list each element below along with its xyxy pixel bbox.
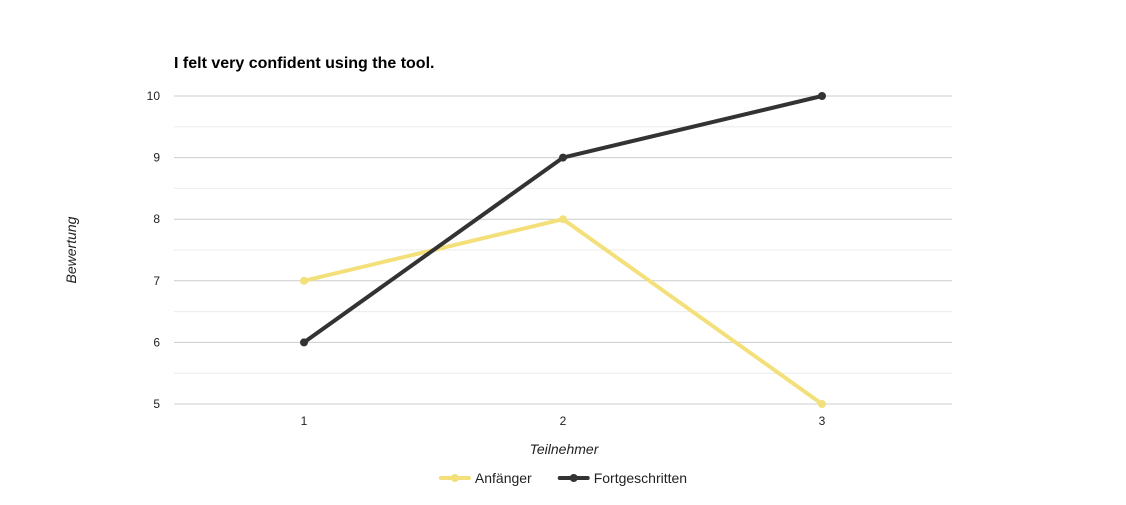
chart-title: I felt very confident using the tool. [174,55,434,72]
y-tick-label: 5 [153,397,160,411]
data-point[interactable] [818,400,826,408]
series-2 [300,92,826,347]
series-layer [300,92,826,408]
data-point[interactable] [818,92,826,100]
x-tick-label: 2 [560,414,567,428]
series-1 [300,215,826,408]
y-tick-label: 10 [147,89,161,103]
data-point[interactable] [300,338,308,347]
y-axis-ticks: 5 6 7 8 9 10 [147,89,161,411]
x-tick-label: 3 [819,414,826,428]
legend-item-2[interactable]: Fortgeschritten [557,470,687,486]
legend: Anfänger Fortgeschritten [438,470,687,486]
y-tick-label: 8 [153,212,160,226]
y-axis-title: Bewertung [63,216,79,283]
legend-swatch-marker [450,474,459,482]
data-point[interactable] [559,153,567,162]
x-tick-label: 1 [301,414,308,428]
x-axis-ticks: 1 2 3 [301,414,826,428]
data-point[interactable] [559,215,567,224]
data-point[interactable] [300,276,308,285]
y-tick-label: 9 [153,151,160,165]
y-tick-label: 7 [153,274,160,288]
gridlines [174,95,952,405]
legend-item-1[interactable]: Anfänger [438,470,532,486]
x-axis-title: Teilnehmer [530,441,600,457]
y-tick-label: 6 [153,335,160,349]
legend-label: Fortgeschritten [594,470,687,486]
legend-label: Anfänger [475,470,532,486]
legend-swatch-marker [569,474,578,482]
